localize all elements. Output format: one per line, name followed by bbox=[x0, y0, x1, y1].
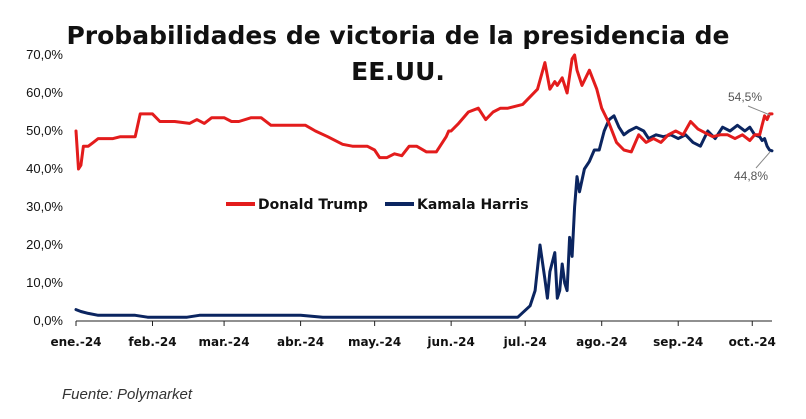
x-tick-label: mar.-24 bbox=[199, 335, 250, 349]
x-axis: ene.-24 feb.-24 mar.-24 abr.-24 may.-24 jun.-… bbox=[50, 321, 776, 349]
x-tick-label: may.-24 bbox=[348, 335, 401, 349]
y-tick-label: 0,0% bbox=[33, 313, 63, 328]
x-tick-label: ago.-24 bbox=[576, 335, 627, 349]
x-tick-label: jul.-24 bbox=[503, 335, 547, 349]
y-axis: 0,0% 10,0% 20,0% 30,0% 40,0% 50,0% 60,0% 70,0% bbox=[26, 47, 63, 328]
legend-label-trump: Donald Trump bbox=[258, 197, 368, 213]
series-line-kamala-harris bbox=[74, 114, 774, 319]
x-tick-label: abr.-24 bbox=[277, 335, 324, 349]
y-tick-label: 70,0% bbox=[26, 47, 63, 62]
series-line-donald-trump bbox=[74, 53, 774, 171]
x-tick-label: jun.-24 bbox=[426, 335, 474, 349]
y-tick-label: 40,0% bbox=[26, 161, 63, 176]
x-tick-label: ene.-24 bbox=[50, 335, 101, 349]
x-tick-label: oct.-24 bbox=[729, 335, 776, 349]
y-tick-label: 60,0% bbox=[26, 85, 63, 100]
legend-label-harris: Kamala Harris bbox=[417, 197, 529, 213]
annotation-trump-label: 54,5% bbox=[728, 90, 762, 104]
y-tick-label: 30,0% bbox=[26, 199, 63, 214]
chart-title-line-2: EE.UU. bbox=[351, 57, 445, 86]
annotation-harris-leader bbox=[755, 151, 771, 169]
source-note: Fuente: Polymarket bbox=[62, 386, 193, 403]
chart-title-line-1: Probabilidades de victoria de la preside… bbox=[66, 21, 729, 50]
series-layer bbox=[74, 53, 774, 319]
annotations: 54,5% 44,8% bbox=[728, 90, 771, 183]
annotation-harris-label: 44,8% bbox=[734, 169, 768, 183]
y-tick-label: 20,0% bbox=[26, 237, 63, 252]
y-tick-label: 50,0% bbox=[26, 123, 63, 138]
x-tick-label: feb.-24 bbox=[128, 335, 176, 349]
x-tick-label: sep.-24 bbox=[653, 335, 703, 349]
y-tick-label: 10,0% bbox=[26, 275, 63, 290]
legend: Donald Trump Kamala Harris bbox=[226, 197, 529, 213]
annotation-trump-leader bbox=[747, 105, 771, 116]
